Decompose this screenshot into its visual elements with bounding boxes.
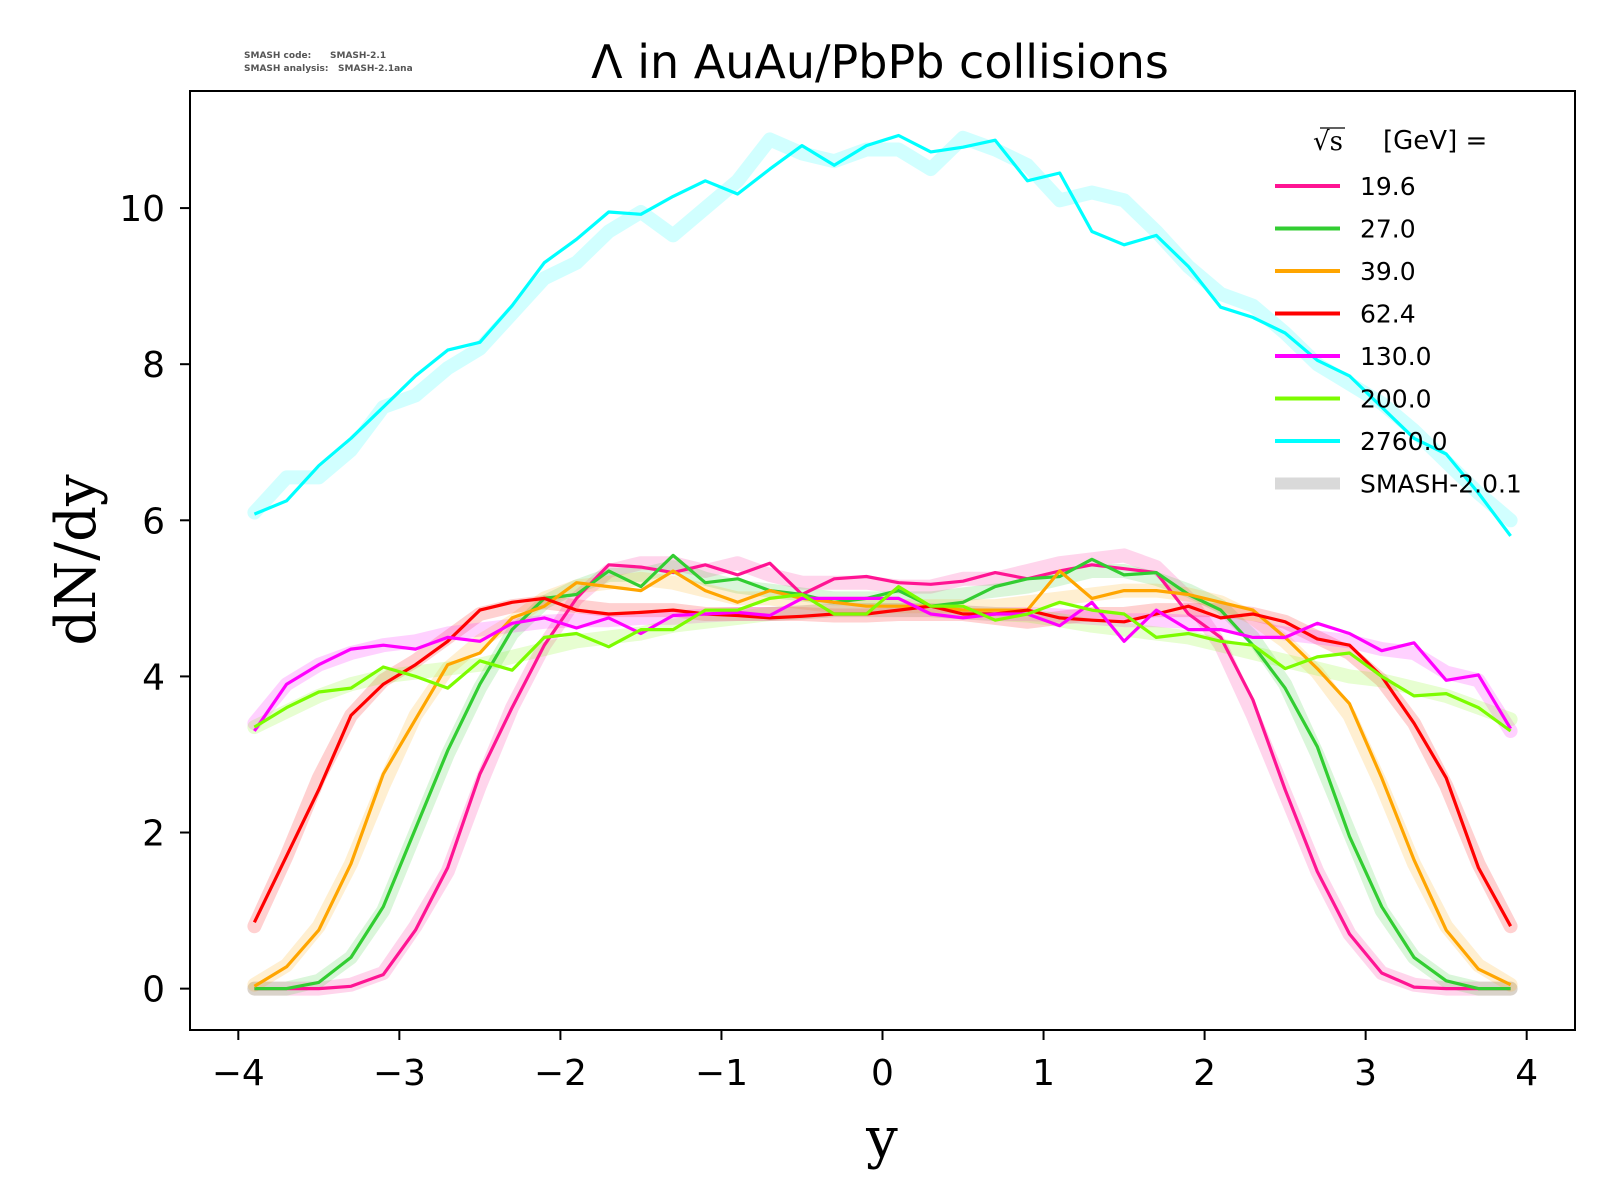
- y-tick-label: 2: [142, 814, 165, 855]
- legend-label: 19.6: [1360, 172, 1416, 201]
- legend-items: 19.6 27.0 39.0 62.4 130.0 200.0 2760.0 SMASH-2.…: [1275, 172, 1522, 499]
- series-line-2: [253, 569, 1512, 988]
- x-tick-label: 0: [871, 1053, 894, 1094]
- x-tick-label: −3: [373, 1053, 426, 1094]
- y-tick-label: 6: [142, 501, 165, 542]
- x-tick-label: −1: [695, 1053, 748, 1094]
- y-axis: 0 2 4 6 8 10: [119, 189, 190, 1011]
- y-tick-label: 8: [142, 345, 165, 386]
- legend-label: 2760.0: [1360, 427, 1447, 456]
- meta-analysis-label: SMASH analysis:: [244, 64, 328, 74]
- x-tick-label: 4: [1515, 1053, 1538, 1094]
- y-axis-label: dN/dy: [44, 474, 109, 646]
- legend-label: 27.0: [1360, 215, 1416, 244]
- reference-line-6: [247, 130, 1518, 528]
- series-line-1: [254, 553, 1511, 991]
- legend-title: [GeV] =: [1383, 126, 1487, 156]
- legend-label: 200.0: [1360, 385, 1432, 414]
- legend-label-reference: SMASH-2.0.1: [1360, 470, 1522, 499]
- x-tick-label: 1: [1032, 1053, 1055, 1094]
- series-line-0: [254, 561, 1511, 991]
- y-tick-label: 0: [142, 970, 165, 1011]
- series-group: [252, 133, 1513, 991]
- reference-line-4: [247, 603, 1518, 738]
- meta-code-label: SMASH code:: [244, 51, 311, 61]
- x-axis-label: y: [865, 1106, 898, 1171]
- reference-line-5: [247, 603, 1518, 735]
- x-tick-label: −2: [534, 1053, 587, 1094]
- legend-label: 130.0: [1360, 342, 1432, 371]
- y-tick-label: 4: [142, 657, 165, 698]
- series-line-6: [253, 133, 1512, 537]
- legend-sqrt-symbol: √s: [1313, 127, 1343, 157]
- chart-title: Λ in AuAu/PbPb collisions: [591, 35, 1169, 89]
- x-tick-label: 2: [1193, 1053, 1216, 1094]
- legend: √s [GeV] = 19.6 27.0 39.0 62.4 130.0 200.0 276…: [1275, 126, 1522, 499]
- x-axis: −4 −3 −2 −1 0 1 2 3 4: [212, 1030, 1538, 1094]
- meta-code-value: SMASH-2.1: [330, 51, 386, 61]
- y-tick-label: 10: [119, 189, 165, 230]
- meta-analysis-value: SMASH-2.1ana: [338, 64, 413, 74]
- legend-label: 39.0: [1360, 257, 1416, 286]
- x-tick-label: −4: [212, 1053, 265, 1094]
- reference-series-group: [247, 130, 1518, 996]
- legend-label: 62.4: [1360, 300, 1416, 329]
- x-tick-label: 3: [1354, 1053, 1377, 1094]
- series-line-5: [253, 584, 1512, 733]
